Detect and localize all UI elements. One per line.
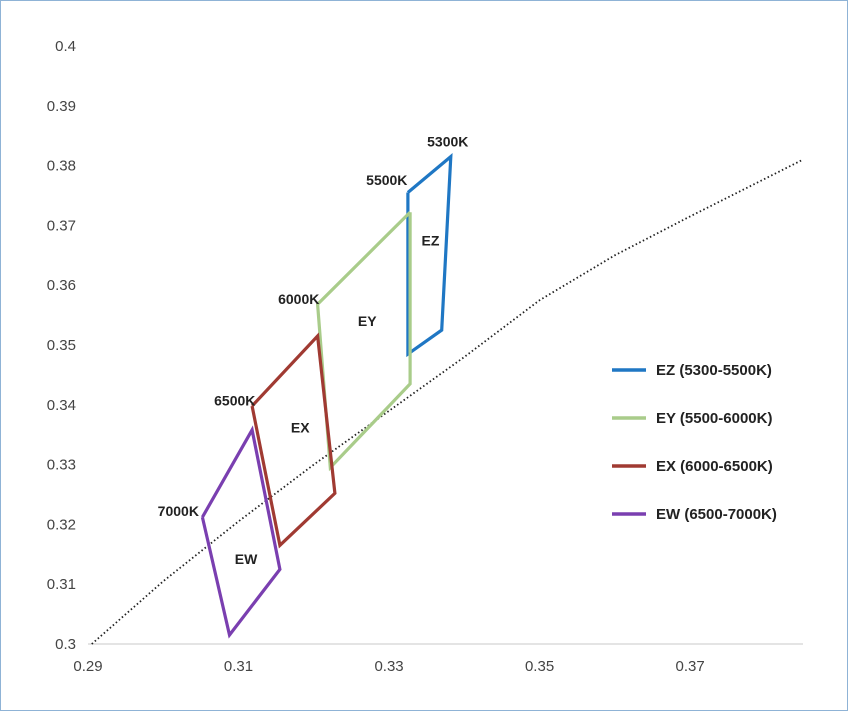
y-tick-label: 0.34: [47, 397, 76, 414]
y-tick-label: 0.3: [55, 636, 76, 653]
y-tick-label: 0.32: [47, 516, 76, 533]
legend-label-1: EY (5500-6000K): [656, 410, 772, 427]
annotation-label: 5500K: [366, 172, 407, 188]
planckian-locus: [91, 158, 804, 645]
annotation-label: EX: [291, 420, 310, 436]
y-tick-label: 0.33: [47, 457, 76, 474]
annotation-label: EZ: [422, 232, 440, 248]
series-line-3: [200, 425, 282, 639]
y-tick-label: 0.31: [47, 576, 76, 593]
annotation-label: EW: [235, 551, 258, 567]
x-tick-label: 0.35: [525, 658, 554, 675]
x-tick-label: 0.29: [73, 658, 102, 675]
x-axis: 0.29 0.31 0.33 0.35 0.37: [73, 643, 803, 675]
annotation-label: 7000K: [158, 503, 199, 519]
x-tick-label: 0.33: [374, 658, 403, 675]
y-axis: 0.3 0.31 0.32 0.33 0.34 0.35 0.36 0.37 0.38 0.39 0…: [47, 38, 76, 653]
annotation-label: 6500K: [214, 393, 255, 409]
series-group: [200, 153, 453, 639]
y-tick-label: 0.35: [47, 337, 76, 354]
locus-line: [91, 158, 804, 645]
x-tick-label: 0.37: [676, 658, 705, 675]
annotations-group: 5300K 5500K 6000K 6500K 7000K EZ EY EX EW: [158, 134, 469, 567]
series-line-0: [406, 153, 453, 358]
y-tick-label: 0.4: [55, 38, 76, 55]
legend-label-2: EX (6000-6500K): [656, 458, 773, 475]
annotation-label: EY: [358, 313, 377, 329]
legend-label-0: EZ (5300-5500K): [656, 362, 772, 379]
series-line-2: [250, 332, 337, 549]
y-tick-label: 0.36: [47, 277, 76, 294]
y-tick-label: 0.37: [47, 217, 76, 234]
annotation-label: 5300K: [427, 134, 468, 150]
y-tick-label: 0.38: [47, 158, 76, 175]
legend-label-3: EW (6500-7000K): [656, 506, 777, 523]
legend: EZ (5300-5500K) EY (5500-6000K) EX (6000-6…: [612, 362, 777, 523]
series-line-1: [315, 211, 412, 472]
annotation-label: 6000K: [278, 291, 319, 307]
x-tick-label: 0.31: [224, 658, 253, 675]
y-tick-label: 0.39: [47, 98, 76, 115]
